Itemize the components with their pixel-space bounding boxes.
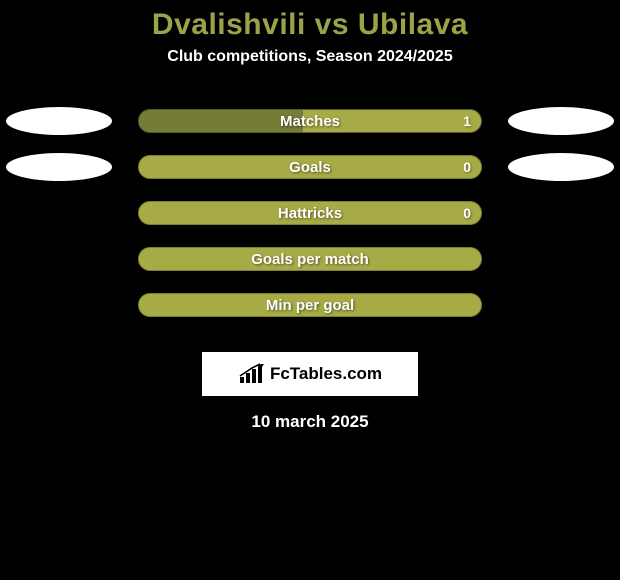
bar-fill-left — [139, 110, 303, 132]
brand-box: FcTables.com — [202, 352, 418, 396]
left-marker — [6, 107, 112, 135]
bar-fill-left — [139, 156, 481, 178]
stat-value: 0 — [463, 156, 471, 178]
bar-fill-left — [139, 202, 481, 224]
stat-value: 1 — [463, 110, 471, 132]
stat-row: Goals0 — [0, 144, 620, 190]
bar-fill-left — [139, 294, 481, 316]
page-subtitle: Club competitions, Season 2024/2025 — [0, 48, 620, 66]
stat-row: Goals per match — [0, 236, 620, 282]
bar-fill-left — [139, 248, 481, 270]
stat-bar: Matches1 — [138, 109, 482, 133]
stat-row: Min per goal — [0, 282, 620, 328]
right-marker — [508, 107, 614, 135]
stat-value: 0 — [463, 202, 471, 224]
stat-row: Hattricks0 — [0, 190, 620, 236]
stat-bar: Min per goal — [138, 293, 482, 317]
stat-bar: Goals per match — [138, 247, 482, 271]
bar-fill-right — [303, 110, 481, 132]
right-marker — [508, 153, 614, 181]
stat-row: Matches1 — [0, 98, 620, 144]
brand-label: FcTables.com — [270, 364, 382, 384]
page-title: Dvalishvili vs Ubilava — [0, 0, 620, 42]
stats-area: Matches1 Goals0 Hattricks0 Goals per match M… — [0, 98, 620, 328]
chart-icon — [238, 363, 264, 385]
date-text: 10 march 2025 — [0, 412, 620, 432]
stat-bar: Goals0 — [138, 155, 482, 179]
stat-bar: Hattricks0 — [138, 201, 482, 225]
left-marker — [6, 153, 112, 181]
page-container: Dvalishvili vs Ubilava Club competitions… — [0, 0, 620, 580]
